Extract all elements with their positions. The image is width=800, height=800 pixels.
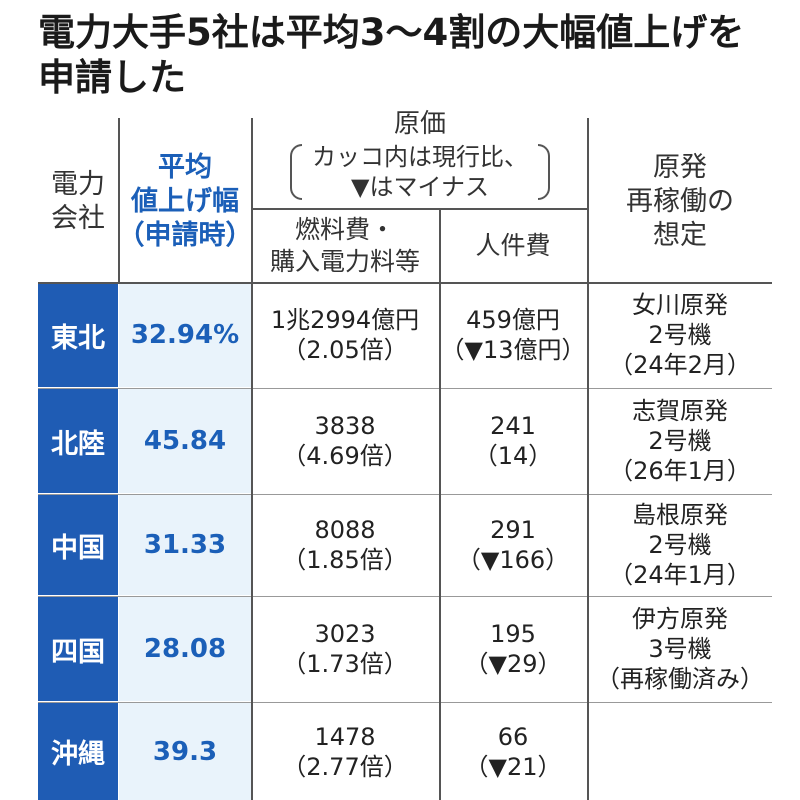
labor-cost-cell: 241 （14） — [440, 389, 586, 493]
fuel-line: 1478 — [314, 722, 376, 751]
grid-line — [439, 210, 441, 800]
labor-cost-cell: 291 （▼166） — [440, 495, 586, 595]
header-fuel-line: 購入電力料等 — [269, 247, 420, 276]
labor-line: （▼166） — [456, 546, 570, 574]
grid-line — [251, 208, 587, 210]
header-company-line: 会社 — [51, 203, 105, 234]
header-company-line: 電力 — [51, 169, 105, 200]
labor-cost-cell: 459億円 （▼13億円） — [440, 283, 586, 387]
header-nuke-line: 再稼働の — [626, 186, 734, 217]
nuke-line: （24年2月） — [609, 351, 751, 379]
labor-line: 291 — [490, 516, 536, 544]
page-title: 電力大手5社は平均3〜4割の大幅値上げを 申請した — [38, 10, 778, 100]
fuel-cost-cell: 3838 （4.69倍） — [252, 389, 438, 493]
labor-line: （▼13億円） — [440, 336, 586, 364]
header-average-increase: 平均 値上げ幅 （申請時） — [117, 124, 253, 280]
nuke-line: 2号機 — [648, 321, 712, 349]
table-row: 四国 28.08 3023 （1.73倍） 195 （▼29） 伊方原発 3号機 （再稼働済み） — [38, 597, 772, 701]
labor-cost-cell: 195 （▼29） — [440, 597, 586, 701]
fuel-line: 8088 — [314, 516, 376, 544]
average-increase-cell: 45.84 — [119, 389, 251, 493]
average-increase-cell: 32.94% — [119, 283, 251, 387]
average-increase-cell: 28.08 — [119, 597, 251, 701]
table-row: 東北 32.94% 1兆2994億円 （2.05倍） 459億円 （▼13億円） 女川原発 2… — [38, 283, 772, 387]
grid-line — [38, 596, 772, 597]
table-row: 中国 31.33 8088 （1.85倍） 291 （▼166） 島根原発 2号機 （24年1月… — [38, 495, 772, 595]
company-cell: 四国 — [38, 597, 118, 701]
grid-line — [251, 118, 253, 800]
fuel-line: （1.73倍） — [282, 650, 408, 678]
header-cost-title: 原価 — [393, 109, 446, 139]
fuel-cost-cell: 1478 （2.77倍） — [252, 703, 438, 800]
fuel-cost-cell: 8088 （1.85倍） — [252, 495, 438, 595]
labor-line: （▼29） — [464, 650, 562, 678]
header-cost-note: カッコ内は現行比、 ▼はマイナス — [290, 142, 550, 202]
average-increase-cell: 39.3 — [119, 703, 251, 800]
fuel-line: （2.05倍） — [282, 336, 408, 364]
fuel-line: （2.77倍） — [282, 752, 408, 781]
grid-line — [38, 494, 772, 495]
nuke-line: 志賀原発 — [632, 397, 728, 425]
nuke-line: （26年1月） — [609, 457, 751, 485]
header-cost-note-line: ▼はマイナス — [351, 173, 489, 201]
labor-line: 459億円 — [466, 306, 560, 334]
nuclear-restart-cell: 伊方原発 3号機 （再稼働済み） — [588, 597, 772, 701]
nuke-line: （再稼働済み） — [596, 665, 764, 693]
fuel-cost-cell: 3023 （1.73倍） — [252, 597, 438, 701]
header-cost: 原価 カッコ内は現行比、 ▼はマイナス — [252, 104, 588, 208]
company-cell: 沖縄 — [38, 703, 118, 800]
nuke-line: 伊方原発 — [632, 605, 728, 633]
title-line-2: 申請した — [38, 56, 186, 99]
company-cell: 東北 — [38, 283, 118, 387]
fuel-line: （1.85倍） — [282, 546, 408, 574]
nuke-line: 島根原発 — [632, 501, 728, 529]
header-nuclear-restart: 原発 再稼働の 想定 — [588, 124, 772, 280]
nuke-line: 2号機 — [648, 427, 712, 455]
header-nuke-line: 原発 — [653, 152, 707, 183]
fuel-line: （4.69倍） — [282, 442, 408, 470]
header-fuel-line: 燃料費・ — [294, 215, 395, 244]
company-cell: 北陸 — [38, 389, 118, 493]
fuel-cost-cell: 1兆2994億円 （2.05倍） — [252, 283, 438, 387]
average-increase-cell: 31.33 — [119, 495, 251, 595]
grid-line — [38, 388, 772, 389]
nuclear-restart-cell: 女川原発 2号機 （24年2月） — [588, 283, 772, 387]
labor-line: 195 — [490, 620, 536, 648]
table-row: 北陸 45.84 3838 （4.69倍） 241 （14） 志賀原発 2号機 （26年1月） — [38, 389, 772, 493]
header-company: 電力 会社 — [38, 124, 118, 280]
nuke-line: 3号機 — [648, 635, 712, 663]
header-fuel: 燃料費・ 購入電力料等 — [252, 210, 438, 282]
fuel-line: 1兆2994億円 — [270, 306, 420, 334]
nuke-line: 女川原発 — [632, 291, 728, 319]
header-nuke-line: 想定 — [653, 220, 707, 251]
grid-line — [587, 118, 589, 800]
nuclear-restart-cell: 志賀原発 2号機 （26年1月） — [588, 389, 772, 493]
company-cell: 中国 — [38, 495, 118, 595]
grid-line — [38, 282, 772, 284]
header-labor: 人件費 — [475, 231, 551, 260]
table-row: 沖縄 39.3 1478 （2.77倍） 66 （▼21） — [38, 703, 772, 800]
grid-line — [38, 702, 772, 703]
fuel-line: 3023 — [314, 620, 376, 648]
labor-line: 66 — [497, 722, 529, 751]
nuclear-restart-cell: 島根原発 2号機 （24年1月） — [588, 495, 772, 595]
nuke-line: （24年1月） — [609, 561, 751, 589]
title-line-1: 電力大手5社は平均3〜4割の大幅値上げを — [38, 11, 745, 54]
header-avg-line: （申請時） — [117, 220, 253, 251]
labor-line: 241 — [490, 412, 536, 440]
labor-line: （▼21） — [464, 752, 562, 781]
header-cost-note-line: カッコ内は現行比、 — [312, 143, 528, 171]
header-avg-line: 平均 — [158, 152, 212, 183]
nuke-line: 2号機 — [648, 531, 712, 559]
labor-line: （14） — [473, 442, 553, 470]
fuel-line: 3838 — [314, 412, 376, 440]
labor-cost-cell: 66 （▼21） — [440, 703, 586, 800]
grid-line — [118, 118, 120, 282]
nuclear-restart-cell — [588, 703, 772, 800]
header-avg-line: 値上げ幅 — [131, 186, 239, 217]
